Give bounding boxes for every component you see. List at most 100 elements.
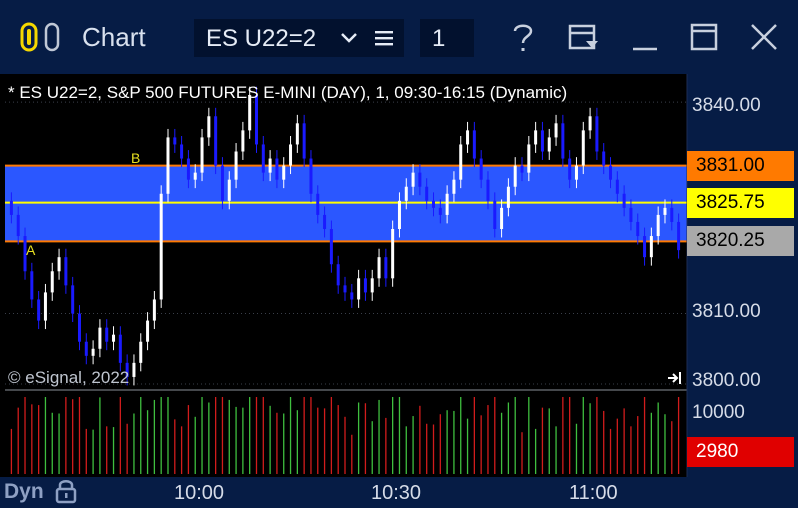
chart-title: * ES U22=2, S&P 500 FUTURES E-MINI (DAY)… [8, 83, 568, 102]
candle-body [377, 257, 381, 279]
candle-body [309, 158, 313, 194]
lock-icon[interactable] [55, 478, 77, 504]
y-tick-label: 3800.00 [692, 370, 761, 391]
price-chart[interactable] [0, 74, 798, 508]
candle-body [343, 285, 347, 293]
app-logo-icon [20, 22, 60, 52]
candle-body [261, 144, 265, 173]
candle-body [180, 144, 184, 159]
y-tick-label: 3810.00 [692, 301, 761, 322]
candle-body [649, 236, 653, 258]
candle-body [50, 271, 54, 293]
candle-body [534, 130, 538, 145]
candle-body [316, 193, 320, 215]
candle-body [30, 271, 34, 300]
scroll-to-end-icon[interactable] [667, 371, 683, 385]
candle-body [438, 207, 442, 215]
close-icon[interactable] [750, 23, 778, 51]
form-icon[interactable] [568, 23, 600, 53]
mid-level-badge: 3825.75 [687, 188, 794, 218]
candle-body [636, 221, 640, 237]
candle-body [57, 257, 61, 272]
candle-body [295, 123, 299, 145]
volume-tick-label: 10000 [692, 402, 745, 423]
candle-body [384, 257, 388, 279]
title-bar: Chart ES U22=2 1 [0, 0, 798, 74]
candle-body [547, 137, 551, 152]
menu-icon[interactable] [374, 29, 394, 47]
candle-body [527, 144, 531, 173]
upper-level-badge: 3831.00 [687, 151, 794, 181]
candle-body [193, 172, 197, 180]
interval-value: 1 [432, 25, 446, 52]
chart-area[interactable]: 3840.00 3810.00 3800.00 10000 3831.00 38… [0, 74, 798, 508]
candle-body [71, 285, 75, 314]
candle-body [91, 348, 95, 356]
candle-body [125, 362, 129, 377]
candle-body [112, 334, 116, 342]
candle-body [486, 179, 490, 201]
candle-body [609, 165, 613, 180]
candle-body [254, 95, 258, 145]
candle-body [268, 158, 272, 173]
candle-body [602, 151, 606, 166]
candle-body [581, 130, 585, 166]
candle-body [588, 116, 592, 131]
x-tick-label: 10:30 [371, 482, 422, 504]
candle-body [241, 130, 245, 152]
candle-body [411, 172, 415, 187]
candle-body [43, 292, 47, 321]
candle-body [615, 179, 619, 194]
candle-body [397, 200, 401, 229]
candle-body [118, 334, 122, 363]
candle-body [200, 137, 204, 173]
candle-body [23, 236, 27, 272]
candle-body [186, 158, 190, 180]
dynamic-mode-label[interactable]: Dyn [4, 480, 44, 503]
candle-body [214, 116, 218, 166]
symbol-selector[interactable]: ES U22=2 [194, 19, 404, 57]
candle-body [207, 116, 211, 138]
help-icon[interactable] [510, 22, 536, 54]
candle-body [629, 207, 633, 222]
candle-body [220, 165, 224, 201]
copyright-text: © eSignal, 2022 [8, 368, 130, 387]
candle-body [459, 144, 463, 180]
candle-body [329, 229, 333, 265]
candle-body [64, 257, 68, 286]
candle-body [404, 186, 408, 201]
right-axis-background [687, 74, 798, 477]
candle-body [595, 116, 599, 152]
candle-body [152, 299, 156, 321]
candle-body [568, 158, 572, 180]
candle-body [282, 165, 286, 180]
interval-field[interactable]: 1 [420, 19, 474, 57]
candle-body [425, 186, 429, 201]
candle-body [77, 313, 81, 342]
candle-body [513, 165, 517, 187]
candle-body [323, 214, 327, 229]
x-tick-label: 10:00 [174, 482, 225, 504]
candle-body [370, 278, 374, 293]
candle-body [677, 221, 681, 251]
y-tick-label: 3840.00 [692, 95, 761, 116]
candle-body [520, 165, 524, 173]
candle-body [479, 158, 483, 180]
candle-body [643, 236, 647, 258]
candle-body [656, 214, 660, 237]
time-axis-bar [0, 477, 798, 508]
candle-body [500, 207, 504, 229]
window-title: Chart [82, 22, 146, 52]
chevron-down-icon[interactable] [340, 31, 358, 45]
candle-body [234, 151, 238, 180]
minimize-icon[interactable] [631, 22, 659, 52]
volume-badge: 2980 [687, 437, 794, 467]
candle-body [289, 144, 293, 166]
maximize-icon[interactable] [690, 22, 718, 52]
point-label-b: B [131, 150, 141, 166]
candle-body [452, 179, 456, 194]
point-label-a: A [26, 242, 36, 258]
candle-body [159, 193, 163, 300]
candle-body [466, 130, 470, 145]
candle-body [445, 193, 449, 215]
